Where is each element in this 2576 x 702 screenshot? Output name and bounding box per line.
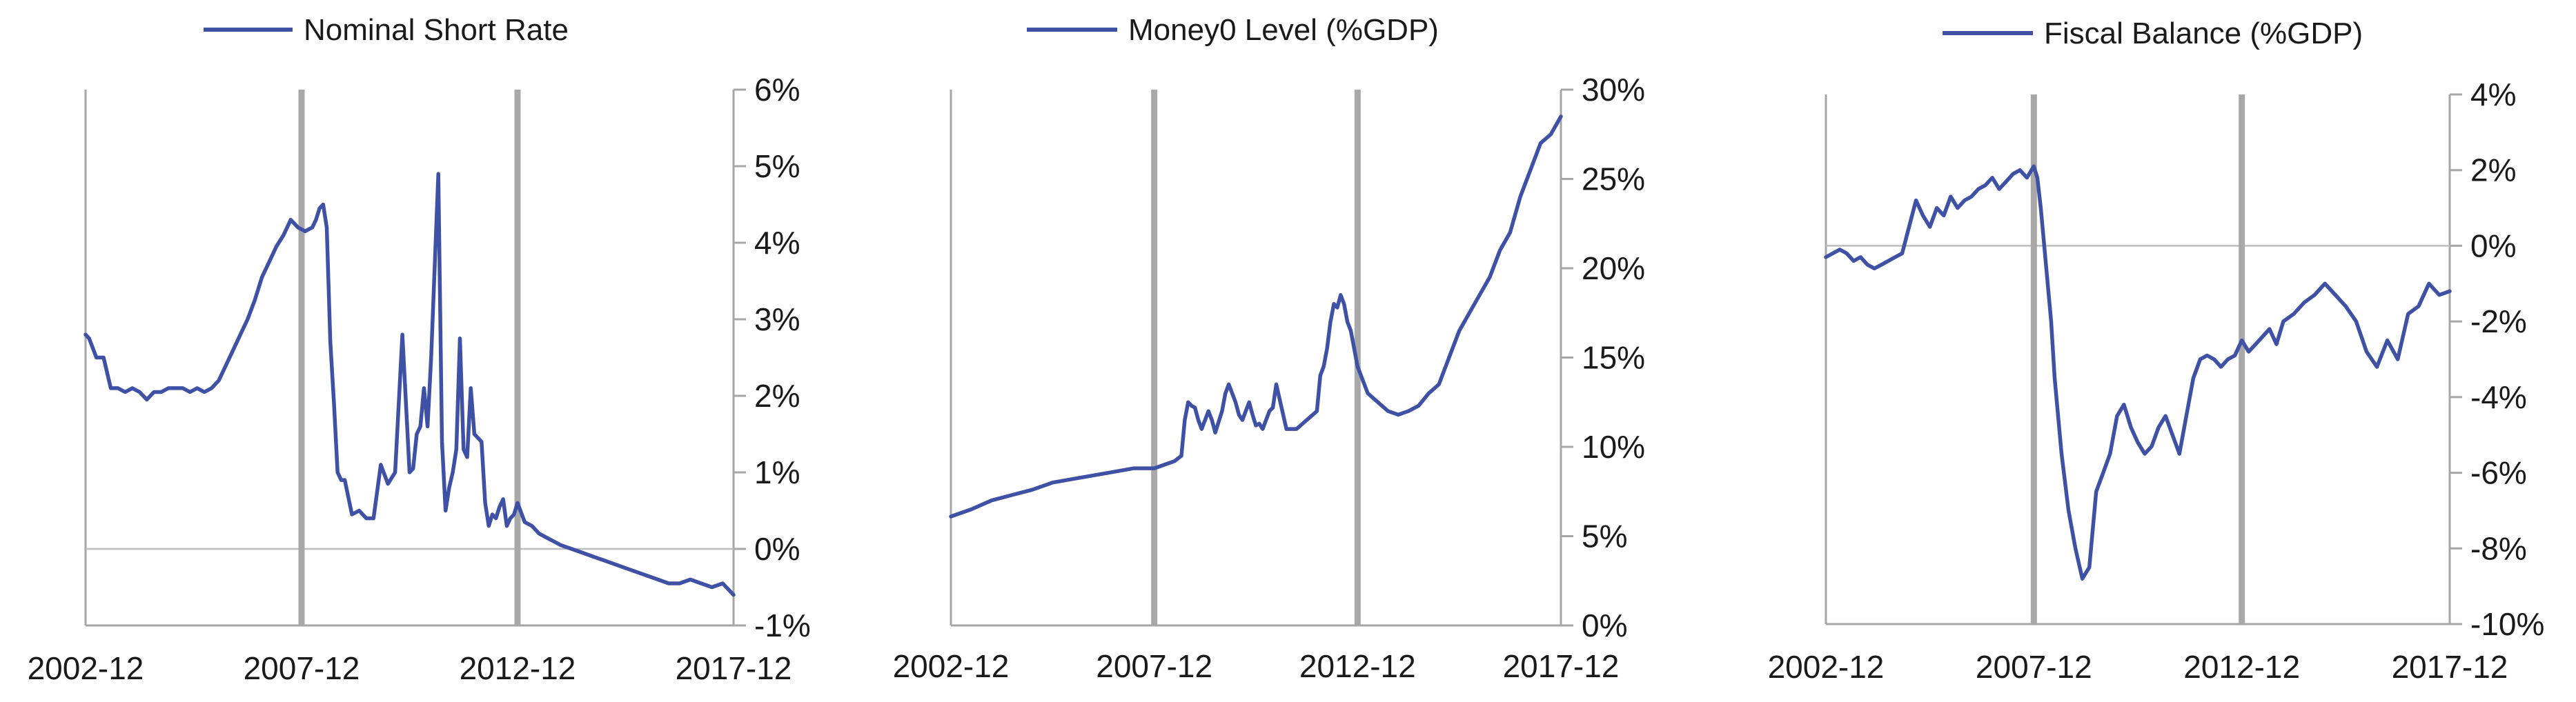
y-tick-label: 5%: [754, 148, 800, 184]
series-line: [949, 114, 1563, 519]
x-tick-label: 2012-12: [460, 650, 576, 686]
y-tick-label: 0%: [2470, 228, 2516, 263]
y-tick-label: 4%: [754, 225, 800, 261]
x-tick-label: 2002-12: [893, 648, 1010, 684]
y-tick-label: 15%: [1582, 340, 1645, 376]
x-tick-label: 2017-12: [2392, 649, 2508, 685]
y-tick-label: 2%: [2470, 152, 2516, 188]
x-tick-label: 2012-12: [1299, 648, 1416, 684]
y-tick-label: 2%: [754, 378, 800, 414]
y-tick-label: 25%: [1582, 161, 1645, 197]
legend-label: Nominal Short Rate: [304, 13, 569, 47]
y-tick-label: 0%: [754, 531, 800, 567]
x-tick-label: 2017-12: [1503, 648, 1620, 684]
y-tick-label: -2%: [2470, 303, 2527, 339]
y-tick-label: -1%: [754, 608, 811, 643]
x-tick-label: 2002-12: [1768, 649, 1885, 685]
x-tick-label: 2007-12: [1096, 648, 1212, 684]
y-tick-label: 4%: [2470, 77, 2516, 112]
y-tick-label: -8%: [2470, 530, 2527, 566]
y-tick-label: 0%: [1582, 608, 1627, 643]
series-line: [83, 172, 736, 597]
x-tick-label: 2007-12: [1976, 649, 2092, 685]
legend-label: Fiscal Balance (%GDP): [2044, 17, 2363, 50]
y-tick-label: 10%: [1582, 429, 1645, 465]
y-tick-label: -6%: [2470, 455, 2527, 491]
y-tick-label: 6%: [754, 72, 800, 108]
series-line: [1824, 164, 2452, 581]
y-tick-label: 20%: [1582, 250, 1645, 286]
y-tick-label: 3%: [754, 301, 800, 337]
x-tick-label: 2012-12: [2183, 649, 2300, 685]
y-tick-label: 30%: [1582, 72, 1645, 108]
x-tick-label: 2002-12: [28, 650, 144, 686]
chart-panel-1: 6% 5% 4% 3% 2% 1% 0% -1% 2002-12 2007-12 2012-12 20…: [28, 13, 811, 686]
y-tick-label: -4%: [2470, 379, 2527, 415]
chart-panel-2: 30% 25% 20% 15% 10% 5% 0% 2002-12 2007-12 2012-12…: [893, 13, 1645, 684]
x-tick-label: 2017-12: [676, 650, 792, 686]
legend-label: Money0 Level (%GDP): [1128, 13, 1439, 47]
x-tick-label: 2007-12: [244, 650, 360, 686]
y-tick-label: 5%: [1582, 519, 1627, 554]
y-tick-label: -10%: [2470, 606, 2544, 642]
chart-panel-3: 4% 2% 0% -2% -4% -6% -8% -10% 2002-12 2007-12 2012…: [1768, 17, 2545, 685]
y-tick-label: 1%: [754, 454, 800, 490]
